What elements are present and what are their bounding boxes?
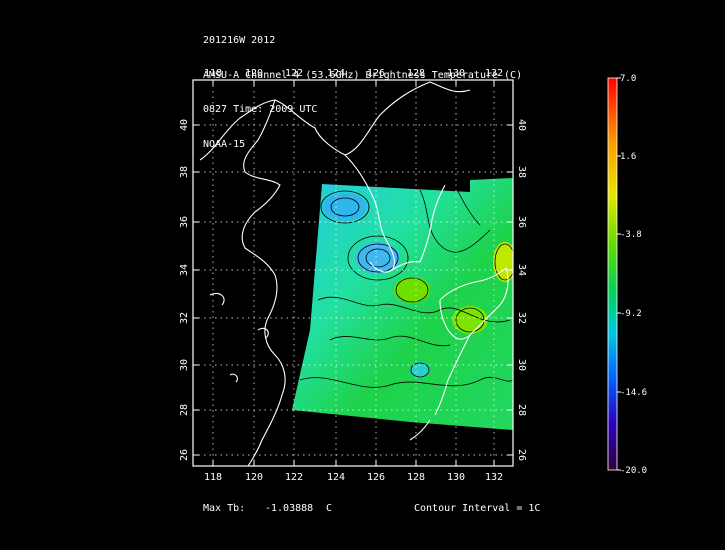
lon-tick-top-132: 132 bbox=[485, 68, 503, 79]
colorbar-label-4: -9.2 bbox=[620, 309, 642, 319]
lon-tick-top-120: 120 bbox=[245, 68, 263, 79]
cold-spot-yellow-sea bbox=[356, 242, 400, 274]
colorbar-ticks bbox=[617, 77, 621, 471]
max-tb-unit: C bbox=[326, 503, 333, 514]
lon-tick-top-118: 118 bbox=[204, 68, 222, 79]
coastline bbox=[199, 81, 509, 466]
graticule bbox=[193, 80, 513, 466]
lon-tick-top-126: 126 bbox=[367, 68, 385, 79]
colorbar-label-max: 7.0 bbox=[620, 74, 636, 84]
lon-tick-top-128: 128 bbox=[407, 68, 425, 79]
lat-tick-right-36: 36 bbox=[516, 216, 527, 228]
brightness-swath bbox=[292, 178, 513, 430]
cool-spot-south bbox=[410, 362, 430, 378]
lon-tick-bottom-132: 132 bbox=[485, 472, 503, 483]
header-block: 201216W 2012 AMSU-A Channel 4 (53.6GHz) … bbox=[203, 12, 522, 162]
lat-tick-right-28: 28 bbox=[516, 404, 527, 416]
lon-tick-bottom-126: 126 bbox=[367, 472, 385, 483]
lat-tick-right-30: 30 bbox=[516, 359, 527, 371]
lon-tick-bottom-124: 124 bbox=[327, 472, 345, 483]
lat-tick-right-38: 38 bbox=[516, 166, 527, 178]
warm-spot-central bbox=[394, 277, 430, 303]
lat-tick-right-34: 34 bbox=[516, 264, 527, 276]
lat-tick-left-36: 36 bbox=[179, 216, 190, 228]
contour-lines bbox=[299, 184, 513, 388]
warm-spot-south bbox=[452, 306, 488, 334]
max-tb-value: -1.03888 bbox=[265, 503, 314, 514]
colorbar-label-5: -14.6 bbox=[620, 388, 647, 398]
lat-tick-left-40: 40 bbox=[179, 119, 190, 131]
lon-tick-bottom-130: 130 bbox=[447, 472, 465, 483]
lat-tick-right-40: 40 bbox=[516, 119, 527, 131]
lon-tick-bottom-118: 118 bbox=[204, 472, 222, 483]
lon-tick-top-124: 124 bbox=[327, 68, 345, 79]
lon-tick-bottom-122: 122 bbox=[285, 472, 303, 483]
contour-interval: Contour Interval = 1C bbox=[414, 503, 541, 514]
lat-tick-left-38: 38 bbox=[179, 166, 190, 178]
lon-tick-top-122: 122 bbox=[285, 68, 303, 79]
colorbar bbox=[607, 77, 618, 471]
map-frame bbox=[192, 79, 514, 467]
lon-tick-bottom-120: 120 bbox=[245, 472, 263, 483]
colorbar-label-min: -20.0 bbox=[620, 466, 647, 476]
colorbar-label-3: -3.8 bbox=[620, 230, 642, 240]
tick-marks bbox=[193, 80, 513, 466]
lat-tick-right-32: 32 bbox=[516, 312, 527, 324]
warm-spot-east bbox=[493, 242, 513, 282]
header-product: AMSU-A Channel 4 (53.6GHz) Brightness Te… bbox=[203, 69, 523, 81]
lat-tick-right-26: 26 bbox=[516, 449, 527, 461]
cold-spot-north bbox=[323, 193, 367, 221]
lat-tick-left-26: 26 bbox=[179, 449, 190, 461]
lat-tick-left-28: 28 bbox=[179, 404, 190, 416]
lat-tick-left-32: 32 bbox=[179, 312, 190, 324]
header-time: 0827 Time: 2009 UTC bbox=[203, 104, 318, 115]
lat-tick-left-34: 34 bbox=[179, 264, 190, 276]
lon-tick-top-130: 130 bbox=[447, 68, 465, 79]
lat-tick-left-30: 30 bbox=[179, 359, 190, 371]
colorbar-label-2: 1.6 bbox=[620, 152, 636, 162]
header-storm-id: 201216W 2012 bbox=[203, 35, 276, 46]
lon-tick-bottom-128: 128 bbox=[407, 472, 425, 483]
header-satellite: NOAA-15 bbox=[203, 138, 246, 150]
max-tb-label: Max Tb: bbox=[203, 503, 246, 514]
